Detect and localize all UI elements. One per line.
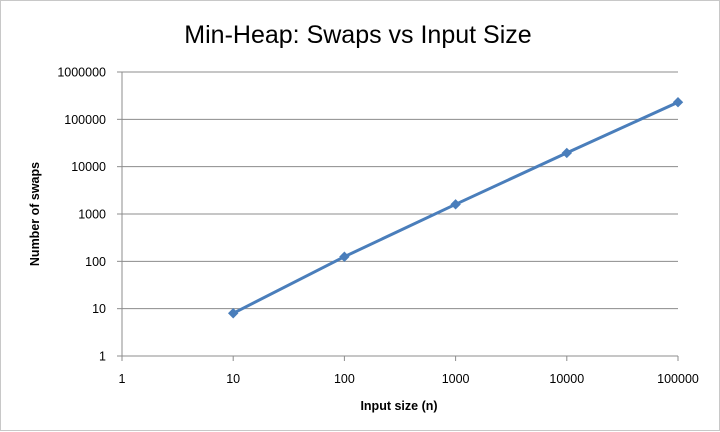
y-tick-label: 1000000 (57, 66, 106, 80)
data-point-marker (339, 251, 350, 262)
y-tick-label: 100000 (64, 113, 106, 127)
x-tick-label: 100 (334, 372, 355, 386)
y-tick-labels: 1 10 100 1000 10000 100000 1000000 (57, 66, 106, 364)
y-tick-label: 10 (92, 302, 106, 316)
x-tick-label: 10 (226, 372, 240, 386)
data-point-marker (450, 199, 461, 210)
y-tick-label: 100 (85, 255, 106, 269)
y-axis-title: Number of swaps (28, 162, 42, 266)
x-tick-labels: 1 10 100 1000 10000 100000 (119, 372, 699, 386)
data-point-marker (227, 308, 239, 319)
x-tick-label: 10000 (549, 372, 584, 386)
x-tick-label: 1000 (442, 372, 470, 386)
chart-title: Min-Heap: Swaps vs Input Size (184, 21, 531, 49)
x-axis-title: Input size (n) (360, 399, 437, 413)
y-tick-label: 1000 (78, 208, 106, 222)
y-tick-label: 10000 (71, 160, 106, 174)
gridlines (122, 71, 678, 310)
axes (117, 71, 679, 361)
series-group (227, 97, 684, 319)
data-point-marker (672, 97, 684, 108)
x-tick-label: 100000 (657, 372, 699, 386)
x-tick-label: 1 (119, 372, 126, 386)
y-tick-label: 1 (99, 350, 106, 364)
data-point-marker (561, 147, 573, 159)
